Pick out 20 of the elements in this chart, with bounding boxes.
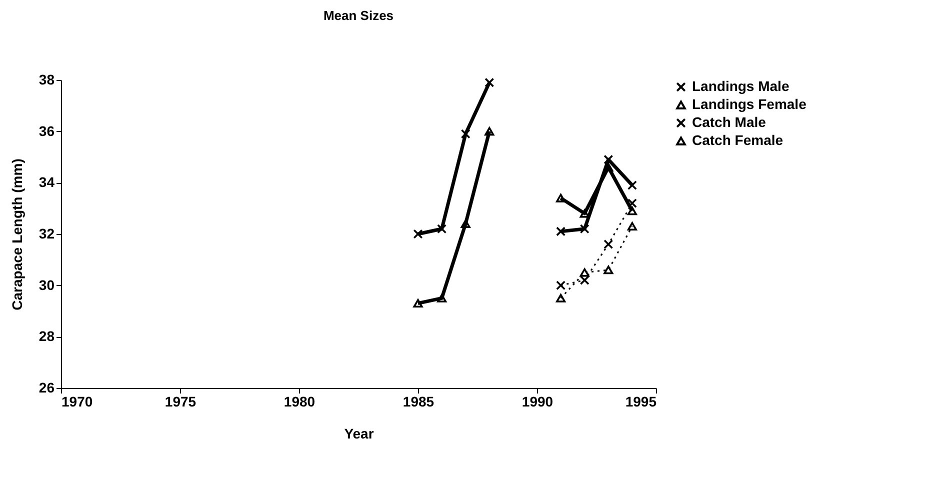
y-axis-title: Carapace Length (mm) (8, 158, 25, 310)
x-tick-label: 1985 (402, 394, 434, 410)
legend-label: Catch Female (692, 132, 784, 148)
y-tick-label: 36 (38, 122, 55, 139)
y-tick-label: 32 (38, 226, 55, 242)
x-tick-label: 1975 (164, 394, 196, 410)
x-tick-label: 1980 (284, 394, 316, 410)
x-tick-label: 1970 (62, 394, 93, 410)
legend-label: Landings Male (692, 78, 790, 94)
x-axis-title: Year (344, 426, 374, 442)
y-tick-label: 26 (38, 380, 55, 396)
y-tick-label: 28 (38, 328, 55, 344)
chart-title: Mean Sizes (323, 8, 394, 23)
y-tick-label: 30 (38, 276, 55, 293)
y-tick-label: 34 (38, 174, 55, 190)
x-tick-label: 1995 (625, 394, 657, 410)
legend-label: Catch Male (692, 114, 766, 130)
x-tick-label: 1990 (522, 394, 554, 410)
legend-label: Landings Female (692, 96, 807, 112)
y-tick-label: 38 (38, 72, 55, 88)
